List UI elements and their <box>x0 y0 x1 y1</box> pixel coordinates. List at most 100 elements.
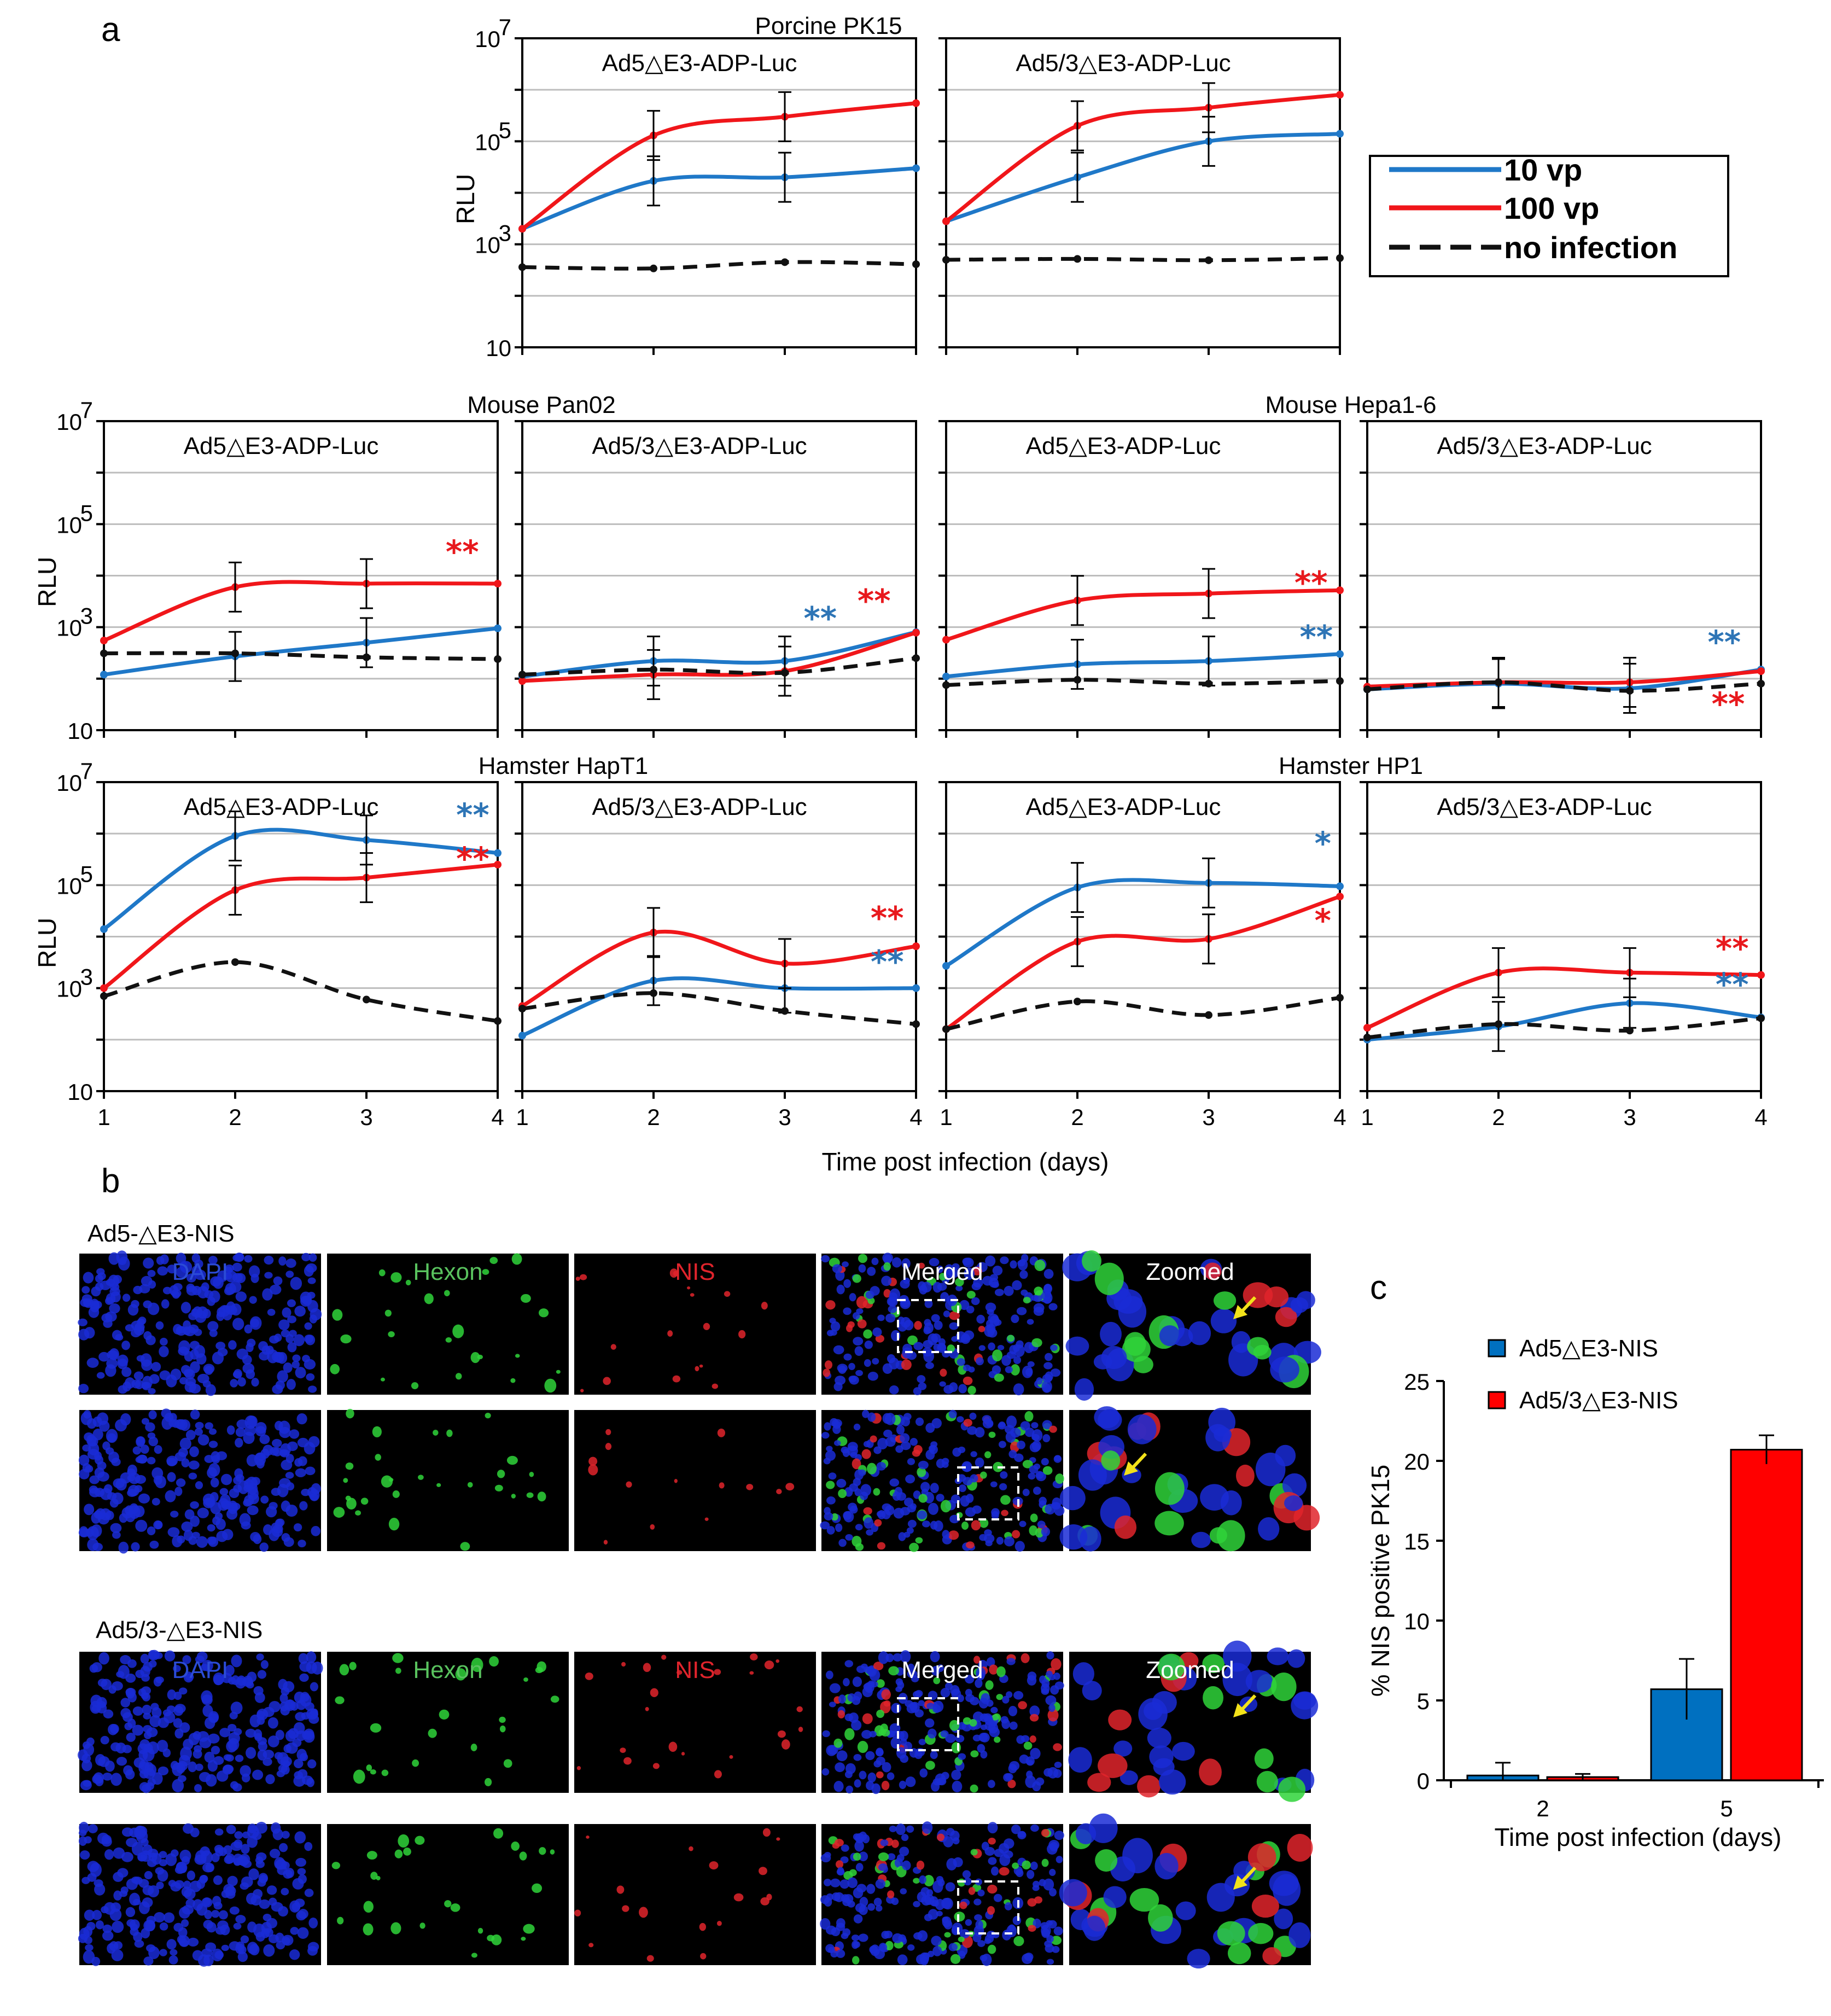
cell-blob <box>835 1762 845 1773</box>
cell-blob <box>1108 1709 1132 1731</box>
cell-blob <box>307 1291 316 1299</box>
cell-blob <box>189 1880 202 1892</box>
cell-blob <box>833 1345 844 1355</box>
cell-blob <box>131 1300 139 1308</box>
cell-blob <box>271 1488 281 1496</box>
cell-blob <box>274 1752 283 1760</box>
cell-blob <box>826 1496 836 1505</box>
cell-blob <box>833 1382 843 1391</box>
cell-blob <box>930 1751 938 1759</box>
cell-blob <box>141 1275 153 1286</box>
y-tick-exponent: 7 <box>80 758 93 784</box>
cell-blob <box>550 1849 555 1855</box>
cell-blob <box>276 1941 285 1950</box>
cell-blob <box>873 1760 882 1768</box>
data-point <box>494 580 502 588</box>
cell-blob <box>544 1378 557 1393</box>
cell-blob <box>650 1688 658 1698</box>
cell-blob <box>1033 1918 1041 1928</box>
cell-blob <box>958 1446 966 1453</box>
cell-blob <box>108 1723 118 1735</box>
cell-blob <box>439 1709 450 1720</box>
cell-blob <box>1222 1663 1252 1697</box>
cell-blob <box>1159 1769 1186 1795</box>
cell-blob <box>939 1381 946 1387</box>
cell-blob <box>249 1316 262 1330</box>
series-line <box>102 863 498 990</box>
micrograph-hexon <box>327 1824 569 1965</box>
x-tick-label: 1 <box>97 1104 110 1130</box>
cell-blob <box>936 1265 943 1273</box>
cell-blob <box>990 1866 999 1876</box>
cell-blob <box>962 1870 971 1879</box>
cell-blob <box>667 1330 673 1337</box>
cell-blob <box>295 1857 306 1867</box>
cell-blob <box>897 1954 908 1965</box>
cell-blob <box>959 1901 967 1909</box>
cell-blob <box>878 1729 887 1736</box>
cell-blob <box>1203 1262 1222 1280</box>
cell-blob <box>826 1481 835 1489</box>
cell-blob <box>867 1463 877 1475</box>
cell-blob <box>916 1860 925 1870</box>
cell-blob <box>836 1750 848 1762</box>
cell-blob <box>234 1252 244 1262</box>
cell-blob <box>716 1921 722 1926</box>
cell-blob <box>983 1713 993 1722</box>
cell-blob <box>209 1290 220 1303</box>
cell-blob <box>80 1412 92 1425</box>
cell-blob <box>197 1434 209 1446</box>
cell-blob <box>162 1286 172 1295</box>
cell-blob <box>176 1252 186 1265</box>
cell-blob <box>1049 1888 1057 1897</box>
series-line <box>945 132 1340 223</box>
cell-blob <box>967 1426 977 1435</box>
cell-blob <box>1256 1770 1279 1793</box>
cell-blob <box>173 1922 184 1932</box>
data-point <box>1336 882 1344 890</box>
data-point <box>1626 1027 1634 1035</box>
cell-blob <box>975 1457 984 1468</box>
cell-blob <box>1262 1947 1282 1965</box>
cell-blob <box>689 1846 693 1851</box>
cell-blob <box>151 1362 161 1372</box>
cell-blob <box>878 1651 889 1664</box>
micrograph-hexon <box>327 1408 569 1551</box>
cell-blob <box>1008 1764 1017 1774</box>
cell-blob <box>925 1423 935 1433</box>
cell-blob <box>1030 1747 1041 1759</box>
cell-blob <box>372 1426 382 1438</box>
cell-blob <box>1023 1297 1031 1304</box>
cell-blob <box>935 1773 946 1786</box>
zoom-box <box>957 1880 1019 1935</box>
cell-blob <box>190 1501 199 1509</box>
cell-blob <box>222 1764 234 1775</box>
cell-blob <box>1113 1289 1143 1314</box>
cell-blob <box>1024 1411 1034 1422</box>
cell-blob <box>848 1376 857 1383</box>
cell-blob <box>883 1262 891 1271</box>
cell-blob <box>1019 1754 1029 1764</box>
cell-blob <box>974 1914 982 1921</box>
cell-blob <box>858 1254 867 1263</box>
cell-blob <box>987 1944 996 1954</box>
data-point <box>1336 994 1344 1002</box>
cell-blob <box>1022 1860 1031 1870</box>
cell-blob <box>278 1319 290 1331</box>
cell-blob <box>213 1276 224 1289</box>
cell-blob <box>986 1319 994 1329</box>
cell-blob <box>1046 1651 1054 1660</box>
cell-blob <box>914 1709 924 1718</box>
cell-blob <box>98 1351 110 1362</box>
cell-blob <box>1031 1429 1043 1442</box>
cell-blob <box>120 1698 131 1708</box>
cell-blob <box>307 1277 316 1284</box>
cell-blob <box>945 1734 956 1743</box>
cell-blob <box>381 1769 389 1776</box>
column-label: Zoomed <box>1146 1657 1234 1683</box>
cell-blob <box>835 1523 843 1532</box>
cell-blob <box>186 1871 196 1881</box>
cell-blob <box>332 1309 343 1321</box>
cell-blob <box>928 1728 937 1739</box>
